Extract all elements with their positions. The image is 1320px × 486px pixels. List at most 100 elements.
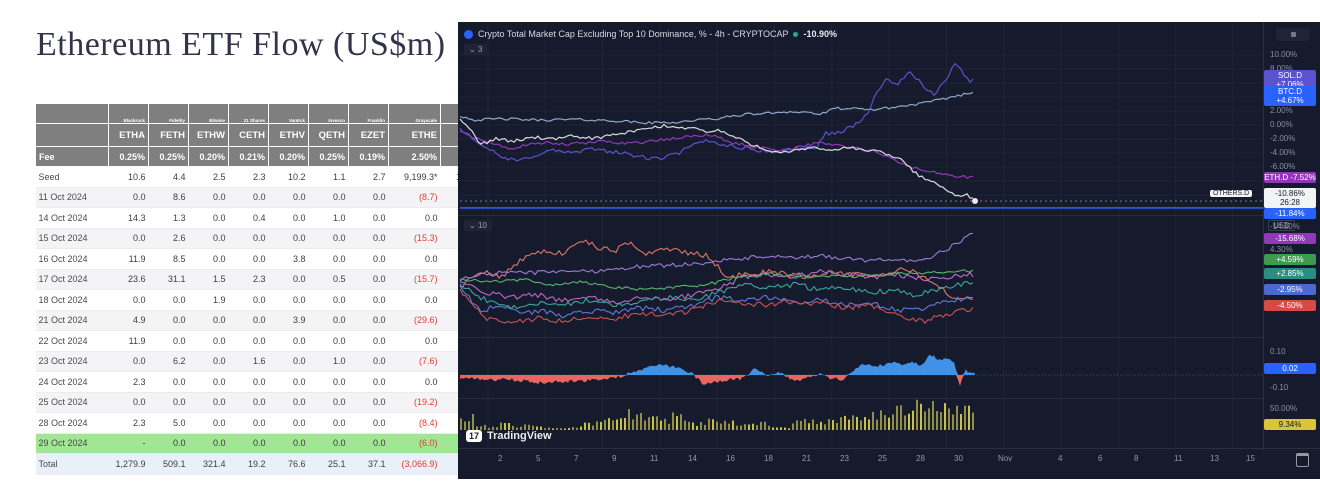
volume-bar: [540, 426, 542, 430]
series-color-dot[interactable]: [464, 29, 473, 39]
row-label: 21 Oct 2024: [35, 310, 109, 331]
flow-value-cell: 1.5: [188, 269, 229, 290]
row-label: Total: [35, 453, 109, 475]
pane-divider-2[interactable]: [458, 337, 1263, 338]
oscillator-negative-area: [460, 375, 975, 387]
ticker-header: FETH: [148, 123, 189, 147]
flow-value-cell: 0.0: [348, 207, 389, 229]
volume-bar: [744, 424, 746, 430]
volume-bar: [900, 405, 902, 430]
collapsed-indicators-chip[interactable]: ⌄ 3: [464, 44, 488, 55]
flow-value-cell: 509.1: [148, 453, 189, 475]
row-label: 23 Oct 2024: [35, 351, 109, 372]
volume-bar: [784, 427, 786, 430]
flow-value-cell: (7.6): [388, 351, 441, 372]
flow-value-cell: (15.3): [388, 228, 441, 249]
volume-bar: [632, 419, 634, 430]
pane2-series-4[interactable]: [459, 281, 974, 310]
volume-bar: [772, 427, 774, 430]
tradingview-logo[interactable]: 17 TradingView: [466, 430, 552, 442]
flow-value-cell: 0.0: [148, 392, 189, 413]
volume-bar: [664, 418, 666, 430]
time-axis-label: 6: [1098, 454, 1103, 463]
volume-bar: [460, 418, 462, 430]
pane-divider-1[interactable]: [458, 215, 1263, 216]
volume-bar: [908, 413, 910, 430]
volume-bar: [884, 415, 886, 430]
flow-value-cell: 0.5: [308, 269, 349, 290]
flow-value-cell: 0.0: [388, 371, 441, 393]
price-scale-label: 4.30%: [1270, 245, 1293, 254]
flow-value-cell: 9,199.3*: [388, 166, 441, 188]
pane2-series-6[interactable]: [459, 288, 974, 324]
volume-bar: [576, 427, 578, 430]
series-others.d[interactable]: [459, 118, 974, 199]
scale-mode-button[interactable]: [1276, 28, 1310, 41]
series-eth.d[interactable]: [459, 130, 974, 179]
volume-bar: [892, 414, 894, 430]
pane2-series-2[interactable]: [459, 269, 974, 305]
flow-value-cell: 0.0: [148, 310, 189, 331]
price-scale-label: -2.00%: [1270, 134, 1296, 143]
pane2-series-5[interactable]: [459, 285, 974, 319]
row-label: 24 Oct 2024: [35, 371, 109, 393]
volume-bar: [880, 410, 882, 430]
volume-bar: [972, 412, 974, 430]
pane2-collapsed-indicators-chip[interactable]: ⌄ 10: [464, 220, 492, 231]
flow-value-cell: 31.1: [148, 269, 189, 290]
volume-bar: [740, 425, 742, 430]
issuer-header: Fidelity: [148, 103, 189, 124]
flow-value-cell: 0.0: [388, 248, 441, 270]
volume-bar: [568, 428, 570, 430]
flow-value-cell: 0.0: [228, 392, 269, 413]
corner-cell: [35, 123, 109, 147]
row-label: 11 Oct 2024: [35, 187, 109, 208]
flow-value-cell: (6.0): [388, 433, 441, 454]
flow-value-cell: 0.0: [348, 330, 389, 352]
volume-bar: [660, 420, 662, 430]
volume-bar: [672, 412, 674, 430]
volume-bar: [592, 425, 594, 430]
flow-value-cell: 1.3: [148, 207, 189, 229]
flow-value-cell: 321.4: [188, 453, 229, 475]
flow-value-cell: 2.3: [228, 269, 269, 290]
flow-value-cell: 8.5: [148, 248, 189, 270]
volume-bar: [512, 425, 514, 430]
volume-bar: [844, 415, 846, 430]
flow-value-cell: 6.2: [148, 351, 189, 372]
flow-value-cell: 0.0: [308, 310, 349, 331]
volume-bar: [588, 422, 590, 430]
volume-bar: [940, 412, 942, 430]
price-scale-divider[interactable]: [1263, 22, 1264, 450]
flow-value-cell: 0.0: [228, 330, 269, 352]
volume-bar: [816, 424, 818, 430]
tradingview-chart[interactable]: Crypto Total Market Cap Excluding Top 10…: [458, 22, 1320, 479]
flow-value-cell: 0.0: [348, 310, 389, 331]
calendar-icon[interactable]: [1296, 453, 1309, 467]
chart-canvas[interactable]: [458, 22, 1320, 479]
pane2-series-3[interactable]: [459, 269, 974, 291]
flow-value-cell: 8.6: [148, 187, 189, 208]
flow-value-cell: 0.0: [308, 392, 349, 413]
series-status-dot: [793, 31, 799, 37]
volume-bar: [688, 421, 690, 430]
volume-bar: [484, 424, 486, 430]
volume-bar: [708, 418, 710, 430]
price-scale-label: 10.00%: [1270, 50, 1298, 59]
ticker-header: ETHE: [388, 123, 441, 147]
chart-legend-title[interactable]: Crypto Total Market Cap Excluding Top 10…: [478, 29, 789, 39]
flow-value-cell: (15.7): [388, 269, 441, 290]
pane2-series-1[interactable]: [459, 232, 974, 282]
series-sol.d[interactable]: [459, 62, 974, 162]
volume-bar: [552, 428, 554, 430]
volume-bar: [532, 425, 534, 430]
volume-bar: [964, 405, 966, 430]
series-btc.d[interactable]: [459, 91, 974, 125]
volume-bar: [896, 405, 898, 430]
time-axis-label: 8: [1134, 454, 1139, 463]
pane-divider-3[interactable]: [458, 398, 1263, 399]
volume-bar: [868, 419, 870, 430]
flow-value-cell: 4.4: [148, 166, 189, 188]
chart-legend[interactable]: Crypto Total Market Cap Excluding Top 10…: [464, 29, 837, 39]
volume-bar: [792, 423, 794, 430]
